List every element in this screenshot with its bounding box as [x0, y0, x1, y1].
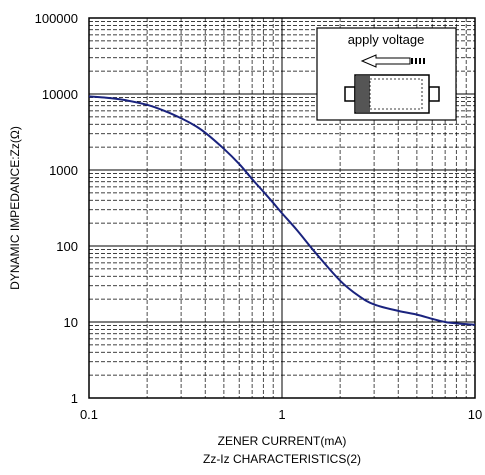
inset-label: apply voltage	[348, 32, 425, 47]
x-axis-label: ZENER CURRENT(mA)	[218, 434, 347, 448]
y-tick-label: 1	[71, 391, 78, 406]
inset-apply-voltage: apply voltage	[316, 27, 457, 121]
x-tick-label: 0.1	[80, 407, 98, 422]
diode-package-icon	[344, 74, 440, 114]
y-tick-label: 1000	[49, 163, 78, 178]
arrow-icon	[360, 54, 425, 68]
y-tick-label: 10000	[42, 87, 78, 102]
series-line	[88, 95, 476, 326]
y-tick-label: 100	[56, 239, 78, 254]
y-tick-label: 100000	[35, 11, 78, 26]
chart-subtitle: Zz-Iz CHARACTERISTICS(2)	[203, 452, 361, 466]
x-tick-label: 1	[278, 407, 285, 422]
y-tick-label: 10	[64, 315, 78, 330]
y-axis-label: DYNAMIC IMPEDANCE:Zz(Ω)	[8, 126, 22, 290]
x-tick-label: 10	[468, 407, 482, 422]
plot-frame	[88, 17, 476, 399]
